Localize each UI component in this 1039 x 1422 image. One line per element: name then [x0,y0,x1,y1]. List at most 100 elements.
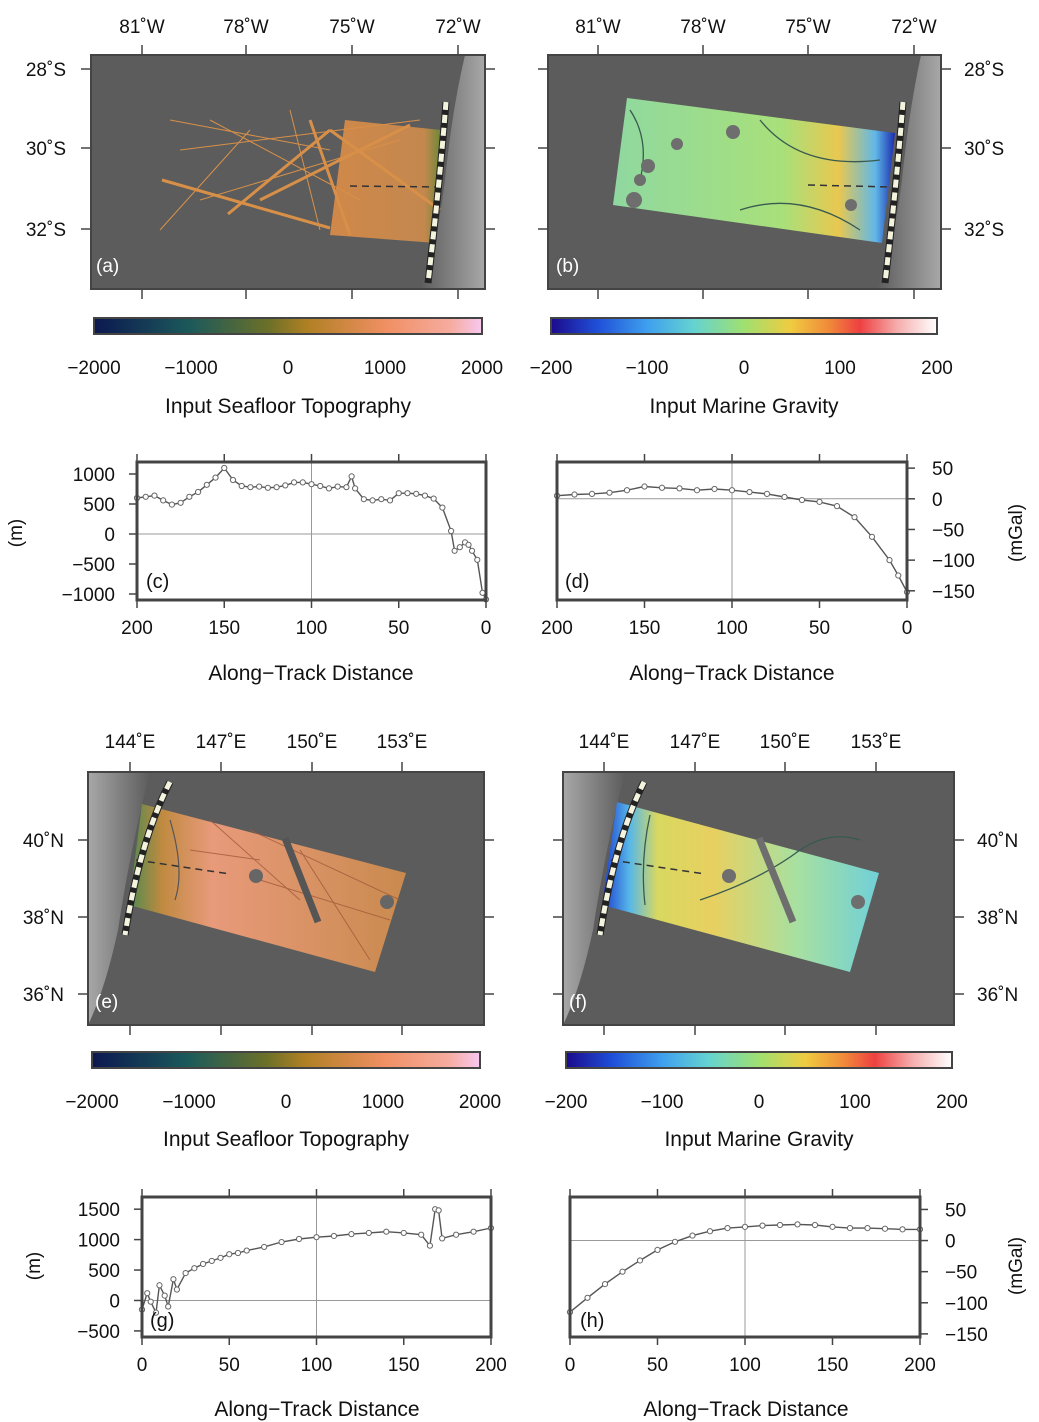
colorbar-tick: 0 [754,1092,765,1113]
data-point [264,484,271,491]
lon-tick: 147˚E [670,732,721,753]
lon-tick: 150˚E [760,732,811,753]
colorbar-gravity-top: −200 −100 0 100 200 Input Marine Gravity [530,317,953,418]
data-point [282,482,289,489]
data-point [247,484,254,491]
data-point [208,1257,215,1265]
data-point [654,1246,661,1253]
trench-axis [122,780,173,936]
data-point [186,493,193,500]
data-point [456,544,463,551]
y-tick-label: 500 [83,495,115,516]
data-point [160,497,167,504]
data-point [846,1225,854,1232]
lon-tick: 81˚W [575,17,620,38]
trench-axis [597,780,647,936]
y-tick-label: 0 [932,490,943,511]
y-tick-label: −500 [72,555,115,576]
gravity-swath [602,802,879,972]
y-tick-label: −100 [932,551,975,572]
land-relief [88,772,150,1025]
colorbar-ticks: −2000 −1000 0 1000 2000 [67,358,503,379]
lon-tick: 153˚E [851,732,902,753]
zero-contour [642,814,861,906]
data-point [273,484,280,491]
lon-tick: 78˚W [223,17,268,38]
colorbar [91,1051,481,1069]
profile-track-line [610,859,706,875]
colorbar-tick: 1000 [364,358,406,379]
colorbar-label: Input Marine Gravity [664,1128,854,1151]
data-point [383,1228,390,1235]
x-tick-label: 50 [219,1355,240,1376]
data-point [226,1251,233,1258]
colorbar-tick: −1000 [164,358,217,379]
lon-tick-labels: 144˚E 147˚E 150˚E 153˚E [579,732,902,753]
data-point [421,492,429,499]
colorbar-tick: 2000 [459,1092,501,1113]
colorbar-tick: 100 [839,1092,871,1113]
map-ticks [81,45,495,299]
x-tick-label: 150 [629,618,661,639]
colorbar-tick: 0 [281,1092,292,1113]
lat-tick: 36˚N [977,985,1018,1006]
colorbar-ticks: −2000 −1000 0 1000 2000 [65,1092,501,1113]
data-point [386,497,394,504]
data-point [468,547,476,554]
data-point [798,496,806,504]
swath-texture [189,819,401,961]
colorbar-topography-top: −2000 −1000 0 1000 2000 Input Seafloor T… [67,317,503,418]
xlabel: Along−Track Distance [208,662,413,685]
data-point [378,496,385,503]
y-tick-label: −50 [932,520,964,541]
data-point [606,489,613,496]
x-tick-label: 150 [817,1355,849,1376]
lat-tick: 38˚N [977,908,1018,929]
masked-track [755,836,797,924]
colorbar-tick: 100 [824,358,856,379]
profile-line [556,485,908,593]
data-point [243,1247,250,1254]
x-tick-label: 0 [902,618,913,639]
data-point [601,1281,609,1288]
lon-tick: 75˚W [785,17,830,38]
profile-d: 200 150 100 50 0 50 0 −50 −100 −150 (d) [541,454,975,639]
y-tick-label: −50 [945,1263,977,1284]
colorbar-tick: −200 [545,1092,588,1113]
y-tick-label: 50 [932,459,953,480]
x-tick-label: 0 [481,618,492,639]
panel-label: (a) [96,256,119,277]
colorbar-tick: −1000 [162,1092,215,1113]
panel-e-map: (e) 144˚E 147˚E 150˚E 153˚E 40˚N 38˚N 36… [23,732,494,1035]
colorbar-tick: −2000 [67,358,120,379]
data-point [261,1243,268,1251]
y-tick-label: 500 [88,1261,120,1282]
map-frame [562,771,955,1026]
colorbar-gravity-bottom: −200 −100 0 100 200 Input Marine Gravity [545,1051,968,1151]
x-tick-label: 200 [904,1355,936,1376]
y-tick-label: 1500 [78,1200,120,1221]
colorbar-label: Input Seafloor Topography [163,1128,409,1151]
lat-tick-labels: 40˚N 38˚N 36˚N [977,831,1018,1006]
y-tick-label: 0 [104,525,115,546]
panel-label: (h) [580,1310,604,1332]
seamount-masks [249,869,394,909]
lat-tick: 30˚S [964,139,1004,160]
thin-ship-tracks [159,109,421,231]
y-tick-label: −150 [932,582,975,603]
data-point [295,1235,303,1243]
colorbar [550,317,938,335]
data-point [895,572,902,579]
data-point [881,1225,889,1232]
profile-h: 0 50 100 150 200 50 0 −50 −100 −150 (h) [565,1189,988,1376]
colorbar-label: Input Marine Gravity [649,395,839,418]
xlabel: Along−Track Distance [214,1398,419,1421]
lon-tick: 72˚W [435,17,480,38]
panel-b-map: (b) 81˚W 78˚W 75˚W 72˚W 28˚S 30˚S 32˚S [538,17,1004,299]
data-point [168,501,175,508]
panel-label: (b) [556,256,579,277]
x-tick-label: 50 [388,618,409,639]
data-point [348,1231,355,1238]
